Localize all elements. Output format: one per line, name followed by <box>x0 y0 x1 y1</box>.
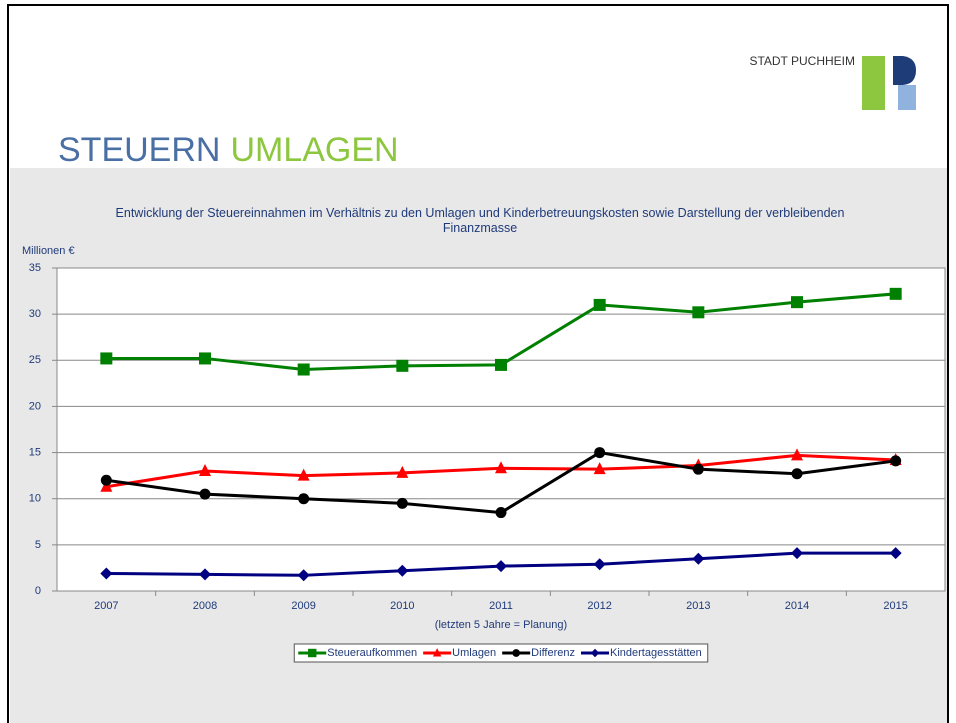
logo-dark <box>893 56 916 85</box>
marker <box>199 464 211 477</box>
y-tick-label: 15 <box>29 446 41 458</box>
y-tick-label: 10 <box>29 493 41 505</box>
x-tick-label: 2013 <box>686 600 710 612</box>
marker <box>396 564 409 577</box>
y-tick-label: 25 <box>29 354 41 366</box>
marker <box>593 298 606 311</box>
title-part: UMLAGEN <box>230 131 398 169</box>
marker <box>495 461 507 474</box>
marker <box>297 468 310 481</box>
chart-title: Entwicklung der Steuereinnahmen im Verhä… <box>115 206 845 235</box>
marker <box>692 463 704 475</box>
legend-item: Kindertagesstätten <box>581 647 702 659</box>
plot-area <box>56 267 946 592</box>
y-tick-label: 30 <box>29 308 41 320</box>
title-1: STEUERN UMLAGEN <box>58 131 399 169</box>
x-tick-label: 2007 <box>94 600 118 612</box>
x-tick-label: 2009 <box>291 600 315 612</box>
marker <box>199 488 211 500</box>
marker <box>512 649 521 657</box>
marker <box>100 352 113 365</box>
legend-label: Steueraufkommen <box>327 647 417 659</box>
legend-item: Umlagen <box>423 647 496 659</box>
marker <box>791 448 803 461</box>
marker <box>791 296 803 309</box>
legend-label: Kindertagesstätten <box>610 647 702 659</box>
marker <box>889 287 902 300</box>
legend-label: Differenz <box>531 647 575 659</box>
x-tick-label: 2014 <box>785 600 809 612</box>
marker <box>297 569 310 582</box>
marker <box>100 567 113 580</box>
marker <box>889 547 902 560</box>
marker <box>100 474 112 486</box>
marker <box>199 352 211 365</box>
marker <box>590 648 600 658</box>
marker <box>297 363 310 376</box>
marker <box>432 648 442 657</box>
x-tick-label: 2010 <box>390 600 414 612</box>
legend-box <box>293 643 709 663</box>
legend: Steueraufkommen Umlagen Differenz Kindertag… <box>293 643 709 663</box>
x-tick-label: 2011 <box>489 600 513 612</box>
legend-label: Umlagen <box>452 647 496 659</box>
marker <box>396 465 409 478</box>
marker <box>593 462 606 475</box>
x-tick-label: 2015 <box>883 600 907 612</box>
legend-item: Steueraufkommen <box>298 647 417 659</box>
title-part: STEUERN <box>58 131 220 169</box>
marker <box>791 468 803 480</box>
marker <box>692 306 705 319</box>
marker <box>594 447 606 459</box>
brand: STADT PUCHHEIM <box>749 54 855 68</box>
y-tick-label: 5 <box>35 539 41 551</box>
x-tick-label: 2008 <box>193 600 217 612</box>
marker <box>791 547 803 560</box>
marker <box>495 560 507 573</box>
marker <box>199 568 211 581</box>
logo-light <box>898 85 916 110</box>
marker <box>396 359 409 372</box>
marker <box>692 552 705 565</box>
y-tick-label: 20 <box>29 400 41 412</box>
logo-green <box>862 56 885 110</box>
marker <box>495 507 507 519</box>
y-tick-label: 35 <box>29 262 41 274</box>
x-tick-label: 2012 <box>587 600 611 612</box>
marker <box>396 497 408 509</box>
marker <box>495 358 507 371</box>
y-axis-label: Millionen € <box>22 245 75 257</box>
marker <box>298 493 310 505</box>
marker <box>308 648 317 658</box>
y-tick-label: 0 <box>35 585 41 597</box>
legend-item: Differenz <box>502 647 575 659</box>
x-axis-label: (letzten 5 Jahre = Planung) <box>435 619 567 631</box>
marker <box>890 455 902 467</box>
marker <box>593 558 606 571</box>
